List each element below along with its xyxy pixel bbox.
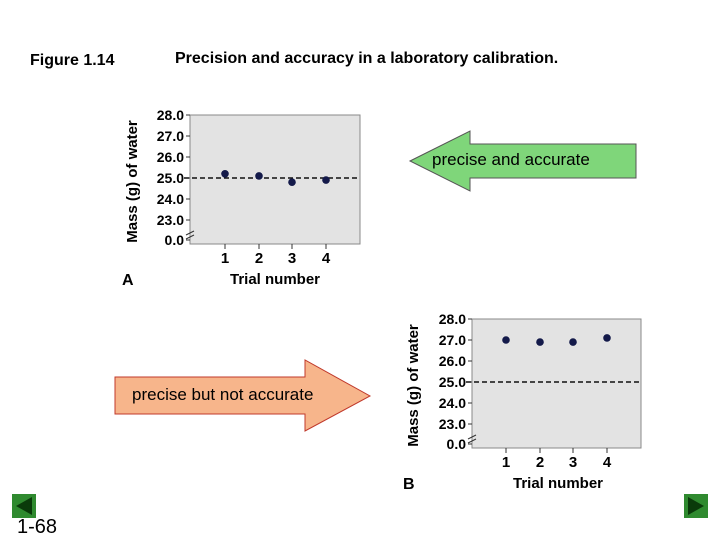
prev-arrow-icon[interactable] <box>12 494 36 518</box>
y-axis-label: Mass (g) of water <box>124 120 141 243</box>
y-tick-label: 26.0 <box>439 353 466 369</box>
page-number: 1-68 <box>17 516 58 538</box>
axis-break-mark <box>467 434 477 440</box>
x-tick-label: 3 <box>569 454 577 471</box>
y-tick-label: 28.0 <box>439 311 466 327</box>
y-tick-label: 24.0 <box>157 191 184 207</box>
data-point <box>288 178 296 186</box>
y-tick-label: 27.0 <box>439 332 466 348</box>
y-tick-label: 28.0 <box>157 107 184 123</box>
y-tick-label: 0.0 <box>165 232 185 248</box>
axis-break-mark <box>185 230 195 236</box>
x-tick-label: 1 <box>221 250 229 267</box>
plot-area <box>471 318 642 449</box>
arrow-b-shape <box>114 359 372 432</box>
y-tick-label: 26.0 <box>157 149 184 165</box>
y-tick-label: 25.0 <box>157 170 184 186</box>
y-tick-label: 27.0 <box>157 128 184 144</box>
data-point <box>603 334 611 342</box>
figure-caption: Precision and accuracy in a laboratory c… <box>175 50 559 67</box>
data-point <box>322 176 330 184</box>
chart-panel-b: 0.0 23.0 24.0 25.0 26.0 27.0 28.0 1 2 3 4 Mass (g) … <box>403 311 642 493</box>
chart-panel-a: 0.0 23.0 24.0 25.0 26.0 27.0 28.0 1 2 3 4 Mass (g) … <box>122 107 361 289</box>
axis-break-mark <box>185 234 195 240</box>
x-tick-label: 2 <box>536 454 544 471</box>
x-tick-label: 4 <box>603 454 612 471</box>
y-tick-label: 23.0 <box>157 212 184 228</box>
y-tick-label: 24.0 <box>439 395 466 411</box>
x-tick-label: 3 <box>288 250 296 267</box>
data-point <box>255 172 263 180</box>
arrow-a-shape <box>408 130 637 192</box>
arrow-a-label: precise and accurate <box>432 150 590 169</box>
x-tick-label: 4 <box>322 250 331 267</box>
panel-label: A <box>122 272 134 289</box>
y-axis-label: Mass (g) of water <box>405 324 422 447</box>
y-tick-label: 25.0 <box>439 374 466 390</box>
data-point <box>221 170 229 178</box>
x-tick-label: 1 <box>502 454 510 471</box>
panel-label: B <box>403 476 415 493</box>
y-tick-label: 23.0 <box>439 416 466 432</box>
next-arrow-icon[interactable] <box>684 494 708 518</box>
data-point <box>569 338 577 346</box>
x-tick-label: 2 <box>255 250 263 267</box>
arrow-b-label: precise but not accurate <box>132 385 314 404</box>
figure-label: Figure 1.14 <box>30 52 115 69</box>
y-tick-label: 0.0 <box>447 436 467 452</box>
plot-area <box>189 114 361 245</box>
data-point <box>502 336 510 344</box>
axis-break-mark <box>467 438 477 444</box>
x-axis-label: Trial number <box>230 271 320 288</box>
x-axis-label: Trial number <box>513 475 603 492</box>
data-point <box>536 338 544 346</box>
